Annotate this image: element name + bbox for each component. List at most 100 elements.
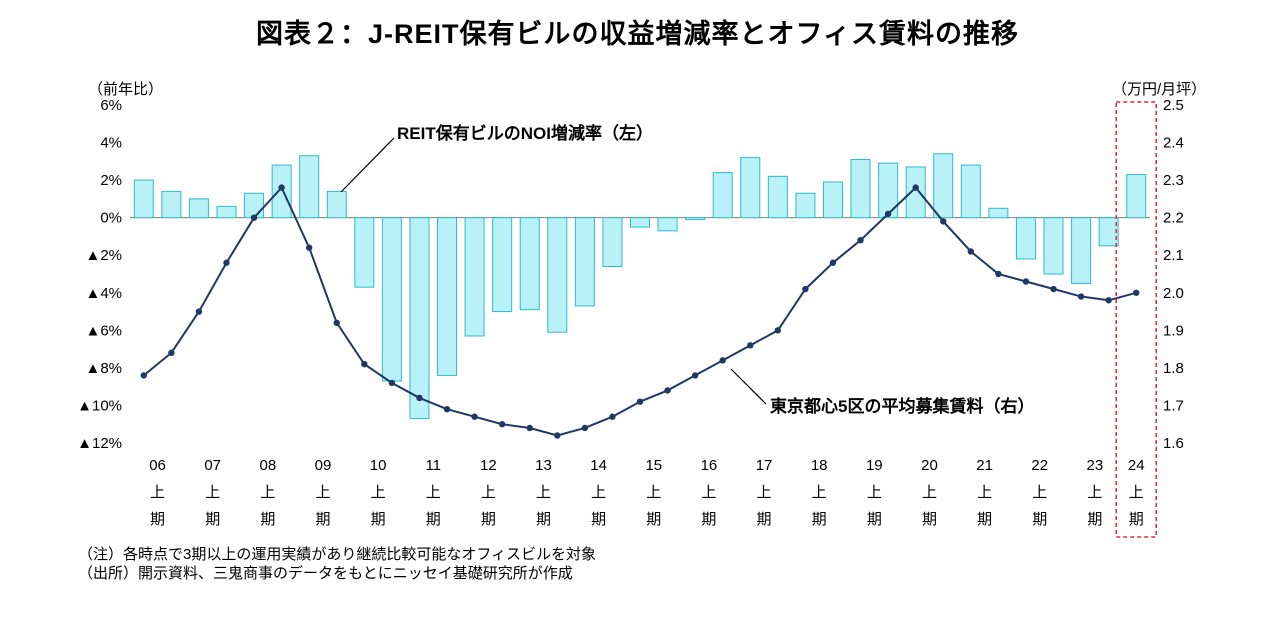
noi-bar [492, 217, 513, 313]
rent-line-marker [774, 327, 782, 334]
right-axis-tick: 1.9 [1163, 322, 1184, 339]
noi-bar [1015, 217, 1036, 260]
right-axis-tick: 2.2 [1163, 210, 1184, 227]
x-axis-period-label: 期 [481, 511, 496, 528]
rent-line-marker [250, 214, 258, 221]
rent-line-marker [498, 421, 506, 428]
noi-bar [1043, 217, 1064, 275]
noi-annotation-pointer-line [340, 137, 395, 193]
x-axis-period-label: 期 [591, 511, 606, 528]
noi-bar [161, 190, 182, 219]
x-axis-year-label: 20 [921, 457, 938, 474]
x-axis-period-label: 上 [867, 484, 882, 501]
x-axis-period-label: 期 [701, 511, 716, 528]
rent-line-marker [581, 424, 589, 432]
footnotes: （注）各時点で3期以上の運用実績があり継続比較可能なオフィスビルを対象 （出所）… [78, 545, 596, 583]
left-axis-tick: ▲8% [85, 360, 122, 377]
x-axis-year-label: 23 [1087, 457, 1104, 474]
noi-bar [933, 153, 954, 219]
x-axis-period-label: 上 [977, 484, 992, 501]
rent-line-marker [305, 244, 313, 251]
x-axis-period-label: 上 [922, 484, 937, 501]
noi-bar [712, 172, 733, 219]
x-axis-year-label: 15 [645, 457, 662, 474]
rent-line-marker [691, 372, 699, 379]
rent-line-marker [223, 259, 230, 266]
rent-line-marker [1022, 278, 1030, 285]
x-axis-period-label: 期 [1087, 511, 1102, 528]
noi-bar [795, 192, 816, 219]
x-axis-period-label: 上 [1032, 484, 1047, 501]
right-axis-tick: 2.0 [1163, 285, 1184, 302]
x-axis-period-label: 期 [536, 511, 551, 528]
rent-line-marker [940, 218, 947, 225]
x-axis-year-label: 12 [480, 457, 497, 474]
noi-bar [657, 217, 678, 232]
rent-line-marker [995, 270, 1002, 278]
x-axis-period-label: 期 [977, 511, 992, 528]
x-axis-year-label: 07 [204, 457, 221, 474]
x-axis-period-label: 上 [371, 484, 386, 501]
right-axis-tick: 2.1 [1163, 247, 1184, 264]
noi-bar [464, 217, 485, 337]
rent-line-marker [195, 308, 203, 315]
rent-line-marker [388, 379, 396, 387]
left-axis-tick: 0% [100, 210, 122, 227]
annotation-noi-series: REIT保有ビルのNOI増減率（左） [397, 124, 653, 143]
x-axis-period-label: 上 [591, 484, 606, 501]
noi-bar [630, 217, 650, 228]
x-axis-period-label: 上 [757, 484, 772, 501]
left-axis-tick: ▲2% [85, 247, 122, 264]
noi-bar [244, 192, 265, 219]
x-axis-period-label: 上 [812, 484, 827, 501]
x-axis-year-label: 19 [866, 457, 883, 474]
annotation-rent-series: 東京都心5区の平均募集賃料（右） [770, 397, 1035, 416]
noi-bar [547, 217, 568, 333]
x-axis-year-label: 22 [1031, 457, 1048, 474]
right-axis-unit-label: （万円/月坪） [1112, 81, 1207, 98]
footnote-source-note: （注）各時点で3期以上の運用実績があり継続比較可能なオフィスビルを対象 [78, 546, 597, 563]
rent-line-marker [719, 357, 726, 364]
rent-line-marker [609, 413, 616, 420]
x-axis-year-label: 06 [149, 457, 166, 474]
left-axis-tick: ▲6% [85, 322, 122, 339]
noi-bar [767, 175, 788, 219]
x-axis-year-label: 09 [315, 457, 332, 474]
x-axis-period-label: 期 [260, 511, 275, 528]
x-axis-period-label: 期 [922, 511, 937, 528]
noi-bar [381, 217, 402, 382]
rent-line-marker [140, 372, 147, 379]
noi-bar [878, 162, 899, 219]
rent-line-marker [884, 210, 892, 218]
rent-line-marker [471, 413, 478, 420]
x-axis-period-label: 期 [1032, 511, 1047, 528]
x-axis-period-label: 上 [1087, 484, 1102, 501]
left-axis-tick: ▲12% [77, 435, 122, 452]
rent-line-marker [967, 248, 975, 255]
x-axis-year-label: 11 [425, 457, 441, 474]
x-axis-period-label: 上 [646, 484, 661, 501]
rent-line-marker [912, 184, 919, 191]
rent-line-marker [1077, 293, 1085, 300]
rent-line-marker [526, 424, 533, 432]
x-axis-period-label: 上 [701, 484, 716, 501]
x-axis-year-label: 16 [701, 457, 718, 474]
rent-line-marker [857, 237, 864, 244]
noi-bar [409, 217, 430, 420]
x-axis-period-label: 期 [315, 511, 330, 528]
x-axis-period-label: 上 [481, 484, 496, 501]
rent-annotation-pointer-line [730, 368, 767, 405]
x-axis-year-label: 13 [535, 457, 552, 474]
noi-bar [519, 217, 540, 311]
x-axis-period-label: 上 [1129, 484, 1144, 501]
noi-bar [1126, 173, 1147, 219]
right-axis-tick: 2.5 [1163, 97, 1184, 114]
x-axis-period-label: 期 [646, 511, 661, 528]
noi-bar [960, 164, 981, 219]
x-axis-period-label: 上 [205, 484, 220, 501]
rent-line-marker [1050, 285, 1057, 293]
rent-line-marker [361, 360, 368, 368]
rent-line-marker [747, 342, 754, 349]
